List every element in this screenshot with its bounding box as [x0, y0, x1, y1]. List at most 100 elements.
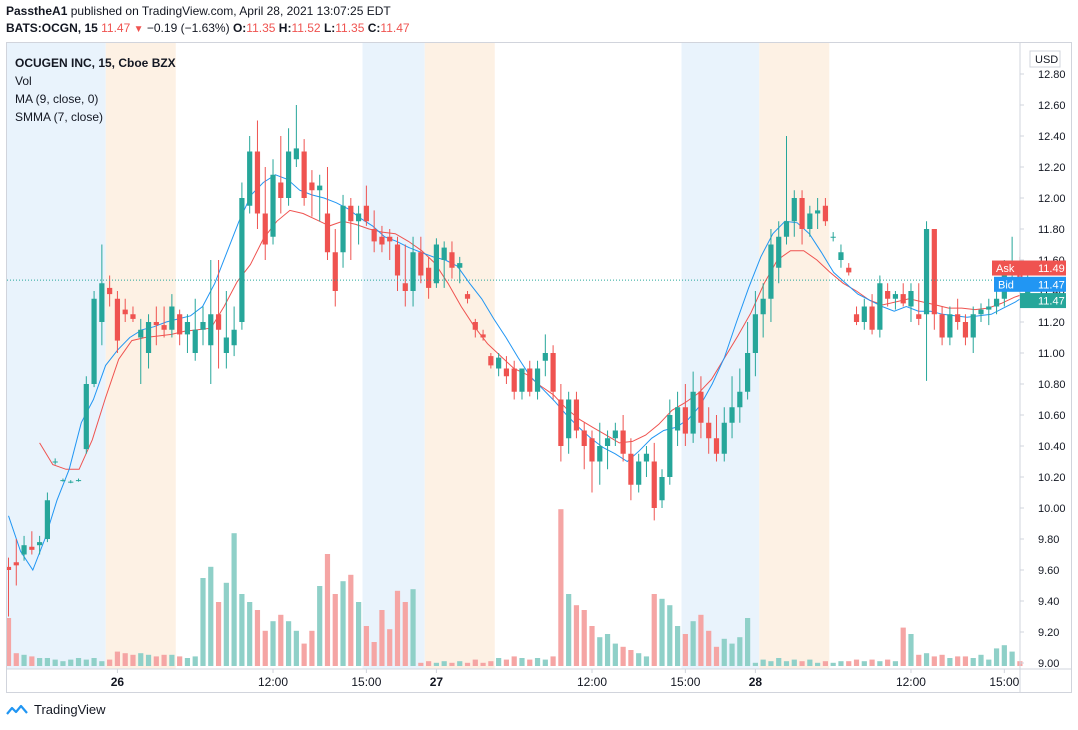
- candle-body: [916, 314, 922, 319]
- volume-bar: [387, 629, 393, 666]
- premarket-session-band: [362, 43, 425, 669]
- candle-body: [130, 314, 136, 319]
- legend-title[interactable]: OCUGEN INC, 15, Cboe BZX: [15, 56, 176, 70]
- bid-tag-label: Bid: [998, 279, 1014, 291]
- volume-bar: [410, 589, 416, 666]
- candle-body: [418, 252, 424, 276]
- candle-body: [993, 298, 1000, 307]
- volume-bar: [145, 654, 152, 666]
- candle-body: [83, 384, 89, 450]
- last-tag-value: 11.47: [1038, 296, 1065, 308]
- currency-label: USD: [1035, 54, 1058, 66]
- y-tick-label: 9.60: [1038, 565, 1059, 577]
- volume-bar: [130, 654, 136, 666]
- candle-body: [527, 368, 533, 392]
- volume-bar: [114, 651, 121, 666]
- candle-body: [745, 353, 751, 392]
- legend-volume[interactable]: Vol: [15, 74, 32, 88]
- high-label: H:: [278, 21, 292, 35]
- volume-bar: [931, 656, 937, 666]
- candle-body: [815, 210, 821, 214]
- y-tick-label: 10.00: [1038, 503, 1066, 515]
- candlestick-chart[interactable]: 9.00 9.20 9.40 9.60 9.80 10.00 10.20 10.40 10.60…: [7, 43, 1071, 692]
- volume-bar: [402, 602, 408, 666]
- candle-body: [534, 368, 541, 392]
- candle-body: [846, 267, 852, 273]
- candle-body: [908, 291, 914, 307]
- x-tick-label: 28: [749, 675, 763, 689]
- volume-bar: [729, 643, 735, 666]
- candle-body: [387, 236, 393, 242]
- candle-body: [29, 546, 35, 550]
- volume-bar: [760, 659, 766, 666]
- volume-bar: [83, 659, 89, 666]
- candle-body: [394, 244, 401, 276]
- brand-name[interactable]: TradingView: [34, 702, 106, 717]
- x-tick-label: 12:00: [577, 675, 607, 689]
- volume-bar: [1009, 651, 1015, 666]
- candle-body: [410, 252, 416, 291]
- volume-bar: [970, 658, 976, 666]
- volume-bar: [379, 610, 385, 666]
- candle-body: [791, 198, 797, 222]
- candle-body: [52, 461, 58, 463]
- candle-body: [822, 205, 828, 222]
- volume-bar: [371, 642, 377, 666]
- candle-body: [247, 151, 253, 206]
- volume-bar: [317, 586, 323, 666]
- volume-bar: [939, 654, 945, 666]
- candle-body: [161, 325, 167, 330]
- volume-bar: [254, 610, 261, 666]
- candle-body: [114, 298, 121, 341]
- candle-body: [776, 236, 782, 268]
- x-tick-label: 15:00: [670, 675, 700, 689]
- candle-body: [200, 322, 206, 330]
- candle-body: [340, 205, 346, 253]
- author-name[interactable]: PasstheA1: [6, 4, 68, 18]
- candle-body: [955, 314, 961, 322]
- candle-body: [838, 252, 844, 260]
- candle-body: [721, 422, 727, 454]
- legend-smma[interactable]: SMMA (7, close): [15, 110, 104, 124]
- volume-bar: [107, 659, 113, 666]
- candle-body: [285, 151, 292, 198]
- volume-bar: [200, 578, 206, 666]
- candle-body: [309, 182, 315, 191]
- volume-bar: [441, 661, 447, 666]
- premarket-session-band: [7, 43, 106, 669]
- candle-body: [682, 407, 688, 434]
- candle-body: [783, 221, 790, 237]
- x-tick-label: 12:00: [896, 675, 926, 689]
- candle-body: [441, 247, 447, 260]
- volume-bar: [278, 614, 284, 666]
- candle-body: [91, 298, 97, 384]
- candle-body: [371, 229, 377, 242]
- candle-body: [511, 368, 517, 392]
- tradingview-logo-icon[interactable]: [6, 703, 28, 717]
- candle-body: [566, 399, 572, 439]
- volume-bar: [348, 574, 354, 666]
- volume-bar: [223, 582, 229, 666]
- volume-bar: [581, 610, 587, 666]
- y-tick-label: 11.00: [1038, 348, 1065, 360]
- volume-bar: [433, 662, 439, 666]
- candle-body: [597, 446, 603, 462]
- candle-body: [169, 306, 175, 330]
- volume-bar: [620, 646, 626, 666]
- volume-bar: [986, 659, 992, 666]
- y-tick-label: 12.00: [1038, 193, 1066, 205]
- volume-bar: [122, 653, 128, 666]
- candle-body: [270, 174, 276, 237]
- bid-tag-value: 11.47: [1038, 279, 1065, 291]
- candle-body: [324, 213, 331, 253]
- chart-frame[interactable]: 9.00 9.20 9.40 9.60 9.80 10.00 10.20 10.40 10.60…: [6, 42, 1072, 693]
- volume-bar: [550, 656, 556, 666]
- candle-body: [519, 368, 525, 392]
- candle-body: [830, 236, 836, 238]
- down-triangle-icon: ▼: [133, 24, 144, 35]
- volume-bar: [838, 661, 844, 666]
- volume-bar: [527, 659, 533, 666]
- legend-ma[interactable]: MA (9, close, 0): [15, 92, 99, 106]
- candle-body: [262, 213, 268, 245]
- volume-bar: [99, 661, 105, 666]
